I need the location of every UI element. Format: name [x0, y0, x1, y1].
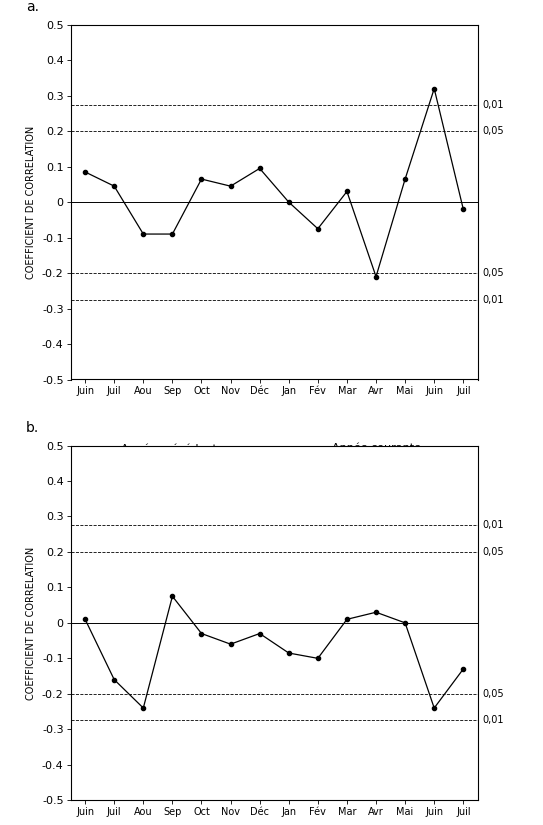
Text: Année précédente: Année précédente: [121, 443, 224, 454]
Text: b.: b.: [26, 421, 39, 435]
Text: 0,05: 0,05: [482, 126, 503, 136]
Text: a.: a.: [26, 0, 39, 14]
Text: 0,01: 0,01: [482, 100, 503, 110]
Text: 0,05: 0,05: [482, 547, 503, 557]
Text: Année courante: Année courante: [332, 443, 420, 454]
Y-axis label: COEFFICIENT DE CORRELATION: COEFFICIENT DE CORRELATION: [27, 546, 36, 700]
Text: 0,01: 0,01: [482, 295, 503, 304]
Y-axis label: COEFFICIENT DE CORRELATION: COEFFICIENT DE CORRELATION: [27, 125, 36, 279]
Text: 0,01: 0,01: [482, 521, 503, 530]
Text: 0,01: 0,01: [482, 715, 503, 725]
Text: 0,05: 0,05: [482, 689, 503, 699]
Text: 0,05: 0,05: [482, 268, 503, 278]
